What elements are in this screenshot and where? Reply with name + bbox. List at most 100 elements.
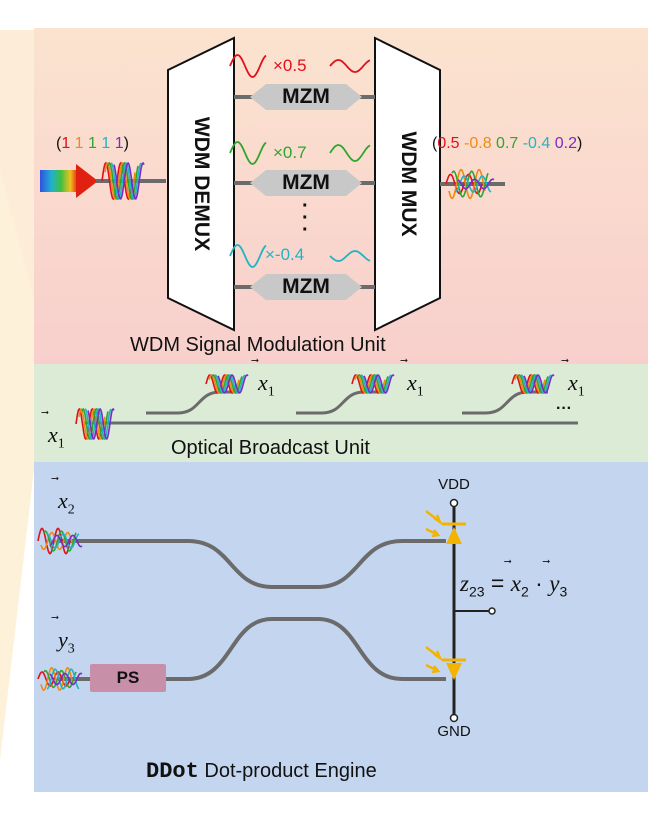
broadcast-output-waves bbox=[205, 374, 555, 394]
factor-2: ×0.7 bbox=[273, 143, 307, 162]
factor-3: ×-0.4 bbox=[265, 245, 305, 264]
wave-in-cyan bbox=[229, 244, 267, 268]
mzm-row-1 bbox=[234, 84, 375, 110]
input-values: 1 1 1 1 1 bbox=[61, 135, 123, 152]
input-wave bbox=[104, 162, 136, 200]
y3-wave bbox=[46, 668, 80, 690]
broadcast-wave-2 bbox=[354, 374, 386, 394]
wdm-demux-block bbox=[167, 36, 235, 332]
ddot-input-waves bbox=[37, 527, 83, 691]
output-value-3: 0.7 bbox=[491, 135, 519, 152]
input-value-2: 1 bbox=[70, 135, 84, 152]
broadcast-output-x1-3: ⃗x1 bbox=[568, 370, 585, 400]
broadcast-wave-2 bbox=[360, 374, 392, 394]
output-wave bbox=[457, 178, 495, 190]
y3-label: ⃗y3 bbox=[58, 627, 75, 657]
wave-out-red bbox=[329, 59, 371, 73]
photodetector-top bbox=[425, 510, 466, 544]
input-value-3: 1 bbox=[83, 135, 97, 152]
broadcast-wave-1 bbox=[217, 374, 249, 394]
output-terminal bbox=[488, 607, 496, 615]
modulation-unit-title: WDM Signal Modulation Unit bbox=[130, 334, 386, 356]
demux-label: WDM DEMUX bbox=[190, 116, 213, 252]
y3-waveguide bbox=[58, 617, 446, 681]
photodetector-bottom bbox=[425, 646, 466, 680]
wdm-mux-block bbox=[374, 36, 441, 332]
input-wave-bundle bbox=[101, 161, 145, 201]
broadcast-input-x1: ⃗x1 bbox=[48, 422, 65, 452]
output-values: 0.5 -0.8 0.7 -0.4 0.2 bbox=[437, 135, 577, 152]
x2-waveguide bbox=[58, 539, 446, 589]
broadcast-input-wave bbox=[78, 408, 106, 440]
factor-1: ×0.5 bbox=[273, 56, 307, 75]
broadcast-wave-3 bbox=[514, 374, 546, 394]
x2-wave bbox=[49, 534, 83, 548]
output-vector: (0.5 -0.8 0.7 -0.4 0.2) bbox=[432, 135, 582, 153]
mzm-block bbox=[250, 274, 362, 300]
wave-out-green bbox=[329, 144, 371, 162]
x2-label: ⃗x2 bbox=[58, 488, 75, 518]
y3-wave bbox=[49, 672, 83, 686]
mzm-block bbox=[250, 170, 362, 196]
phase-shifter-label: PS bbox=[116, 668, 140, 687]
input-paren-open: ( bbox=[56, 135, 62, 152]
x2-wave bbox=[37, 527, 71, 555]
input-arrow-head bbox=[76, 164, 98, 198]
input-wave bbox=[110, 161, 142, 201]
output-value-4: -0.4 bbox=[518, 135, 551, 152]
gnd-terminal bbox=[449, 713, 459, 723]
output-paren-close: ) bbox=[576, 135, 583, 152]
phase-shifter-block bbox=[90, 664, 166, 692]
broadcast-output-x1-1: ⃗x1 bbox=[258, 370, 275, 400]
broadcast-unit-panel bbox=[34, 364, 648, 462]
output-paren-open: ( bbox=[432, 135, 438, 152]
input-vector: (1 1 1 1 1) bbox=[56, 135, 129, 153]
broadcast-wave-3 bbox=[523, 374, 555, 394]
broadcast-unit-title: Optical Broadcast Unit bbox=[171, 437, 370, 459]
broadcast-input-wave bbox=[87, 408, 115, 440]
wave-out-cyan bbox=[329, 250, 371, 262]
mzm-block bbox=[250, 84, 362, 110]
input-arrow-body bbox=[40, 170, 78, 192]
input-value-5: 1 bbox=[110, 135, 124, 152]
ddot-code-label: DDot bbox=[146, 759, 199, 784]
broadcast-input-wave bbox=[75, 407, 115, 441]
vdd-terminal bbox=[449, 498, 459, 508]
wave-in-green bbox=[229, 141, 267, 165]
broadcast-wave-1 bbox=[208, 374, 240, 394]
vdots: · · · bbox=[302, 195, 309, 241]
mzm-label-3: MZM bbox=[282, 275, 330, 298]
mux-label: WDM MUX bbox=[397, 131, 420, 237]
broadcast-input-wave bbox=[84, 407, 112, 441]
ddot-title-text: Dot-product Engine bbox=[204, 760, 377, 782]
output-wave bbox=[445, 173, 483, 195]
mzm-waves bbox=[229, 54, 371, 268]
output-wave bbox=[451, 170, 489, 198]
input-value-1: 1 bbox=[61, 135, 71, 152]
wave-in-red bbox=[229, 54, 267, 78]
mzm-row-3 bbox=[234, 274, 375, 300]
vdd-label: VDD bbox=[438, 476, 470, 493]
broadcast-ellipsis: ··· bbox=[556, 400, 572, 417]
output-wave-bundle bbox=[445, 168, 495, 200]
input-value-4: 1 bbox=[96, 135, 111, 152]
output-equation: z23 = ⃗x2 · ⃗y3 bbox=[460, 570, 568, 600]
output-value-2: -0.8 bbox=[459, 135, 492, 152]
fan-decoration bbox=[0, 170, 34, 760]
output-value-1: 0.5 bbox=[437, 135, 460, 152]
broadcast-output-x1-2: ⃗x1 bbox=[407, 370, 424, 400]
ddot-engine-title: DDot Dot-product Engine bbox=[146, 759, 377, 784]
output-value-5: 0.2 bbox=[550, 135, 577, 152]
x2-wave bbox=[43, 530, 77, 552]
mzm-label-1: MZM bbox=[282, 85, 330, 108]
input-wave bbox=[113, 162, 145, 200]
x2-wave bbox=[46, 533, 80, 549]
broadcast-wave-2 bbox=[363, 374, 395, 394]
broadcast-wave-1 bbox=[214, 374, 246, 394]
mzm-label-2: MZM bbox=[282, 171, 330, 194]
y3-wave bbox=[43, 669, 77, 689]
input-paren-close: ) bbox=[123, 135, 129, 152]
gnd-label: GND bbox=[437, 723, 471, 740]
